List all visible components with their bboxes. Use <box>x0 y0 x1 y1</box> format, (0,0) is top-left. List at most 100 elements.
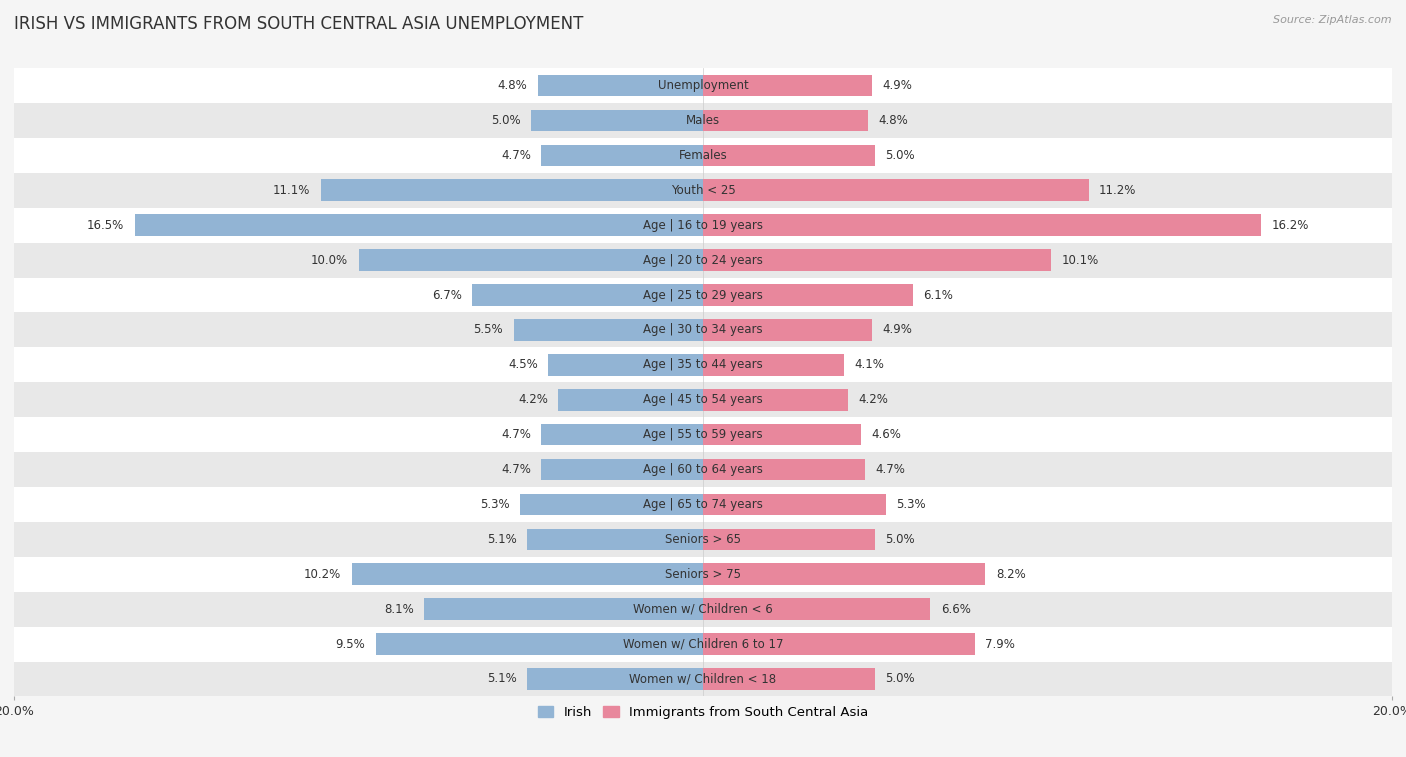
Bar <box>375 634 703 655</box>
Bar <box>425 598 703 620</box>
Bar <box>541 424 703 445</box>
Bar <box>541 459 703 481</box>
Bar <box>14 103 1392 138</box>
Text: 10.2%: 10.2% <box>304 568 342 581</box>
Bar <box>703 389 848 410</box>
Bar <box>14 313 1392 347</box>
Text: 5.1%: 5.1% <box>488 533 517 546</box>
Text: Women w/ Children 6 to 17: Women w/ Children 6 to 17 <box>623 637 783 650</box>
Bar <box>541 145 703 167</box>
Bar <box>703 668 875 690</box>
Bar <box>14 207 1392 243</box>
Text: 5.1%: 5.1% <box>488 672 517 686</box>
Text: 7.9%: 7.9% <box>986 637 1015 650</box>
Bar <box>527 528 703 550</box>
Bar <box>531 110 703 131</box>
Text: 4.2%: 4.2% <box>519 393 548 407</box>
Text: 10.0%: 10.0% <box>311 254 349 266</box>
Bar <box>14 522 1392 557</box>
Bar <box>703 145 875 167</box>
Bar <box>14 347 1392 382</box>
Bar <box>14 452 1392 487</box>
Bar <box>359 249 703 271</box>
Text: 4.7%: 4.7% <box>501 428 531 441</box>
Text: Age | 30 to 34 years: Age | 30 to 34 years <box>643 323 763 336</box>
Text: Seniors > 75: Seniors > 75 <box>665 568 741 581</box>
Bar <box>513 319 703 341</box>
Bar <box>14 243 1392 278</box>
Bar <box>14 138 1392 173</box>
Bar <box>14 417 1392 452</box>
Bar <box>558 389 703 410</box>
Text: 4.8%: 4.8% <box>879 114 908 127</box>
Text: 4.9%: 4.9% <box>882 79 912 92</box>
Bar <box>703 249 1050 271</box>
Bar <box>703 634 976 655</box>
Text: Women w/ Children < 18: Women w/ Children < 18 <box>630 672 776 686</box>
Text: 10.1%: 10.1% <box>1062 254 1098 266</box>
Bar <box>14 173 1392 207</box>
Text: Age | 20 to 24 years: Age | 20 to 24 years <box>643 254 763 266</box>
Text: Males: Males <box>686 114 720 127</box>
Text: 6.7%: 6.7% <box>432 288 461 301</box>
Text: Women w/ Children < 6: Women w/ Children < 6 <box>633 603 773 615</box>
Bar <box>703 75 872 96</box>
Text: Age | 25 to 29 years: Age | 25 to 29 years <box>643 288 763 301</box>
Text: 4.7%: 4.7% <box>501 149 531 162</box>
Text: 4.6%: 4.6% <box>872 428 901 441</box>
Bar <box>14 627 1392 662</box>
Text: 5.3%: 5.3% <box>481 498 510 511</box>
Text: 11.2%: 11.2% <box>1099 184 1136 197</box>
Text: 5.0%: 5.0% <box>886 149 915 162</box>
Bar <box>14 68 1392 103</box>
Text: Age | 65 to 74 years: Age | 65 to 74 years <box>643 498 763 511</box>
Text: 4.8%: 4.8% <box>498 79 527 92</box>
Text: Age | 60 to 64 years: Age | 60 to 64 years <box>643 463 763 476</box>
Text: Age | 55 to 59 years: Age | 55 to 59 years <box>643 428 763 441</box>
Bar <box>14 662 1392 696</box>
Text: 4.5%: 4.5% <box>508 358 537 372</box>
Text: 8.1%: 8.1% <box>384 603 413 615</box>
Text: Females: Females <box>679 149 727 162</box>
Text: 16.2%: 16.2% <box>1271 219 1309 232</box>
Text: 5.0%: 5.0% <box>886 533 915 546</box>
Bar <box>703 214 1261 236</box>
Text: Age | 35 to 44 years: Age | 35 to 44 years <box>643 358 763 372</box>
Text: 16.5%: 16.5% <box>87 219 124 232</box>
Bar <box>703 319 872 341</box>
Bar <box>14 592 1392 627</box>
Bar <box>703 110 869 131</box>
Text: Age | 16 to 19 years: Age | 16 to 19 years <box>643 219 763 232</box>
Bar <box>703 179 1088 201</box>
Bar <box>703 284 912 306</box>
Text: Unemployment: Unemployment <box>658 79 748 92</box>
Legend: Irish, Immigrants from South Central Asia: Irish, Immigrants from South Central Asi… <box>533 701 873 724</box>
Text: 9.5%: 9.5% <box>336 637 366 650</box>
Bar <box>14 487 1392 522</box>
Text: 6.1%: 6.1% <box>924 288 953 301</box>
Bar <box>703 424 862 445</box>
Text: 5.5%: 5.5% <box>474 323 503 336</box>
Bar <box>537 75 703 96</box>
Bar <box>703 459 865 481</box>
Bar <box>703 528 875 550</box>
Text: Source: ZipAtlas.com: Source: ZipAtlas.com <box>1274 15 1392 25</box>
Text: 5.0%: 5.0% <box>491 114 520 127</box>
Bar <box>352 563 703 585</box>
Bar <box>472 284 703 306</box>
Bar <box>703 494 886 516</box>
Text: Age | 45 to 54 years: Age | 45 to 54 years <box>643 393 763 407</box>
Text: 4.7%: 4.7% <box>501 463 531 476</box>
Bar <box>703 598 931 620</box>
Bar <box>548 354 703 375</box>
Text: 11.1%: 11.1% <box>273 184 311 197</box>
Bar <box>527 668 703 690</box>
Bar <box>135 214 703 236</box>
Bar <box>703 354 844 375</box>
Text: 4.2%: 4.2% <box>858 393 887 407</box>
Text: 6.6%: 6.6% <box>941 603 970 615</box>
Text: IRISH VS IMMIGRANTS FROM SOUTH CENTRAL ASIA UNEMPLOYMENT: IRISH VS IMMIGRANTS FROM SOUTH CENTRAL A… <box>14 15 583 33</box>
Text: 5.0%: 5.0% <box>886 672 915 686</box>
Text: 4.9%: 4.9% <box>882 323 912 336</box>
Bar <box>703 563 986 585</box>
